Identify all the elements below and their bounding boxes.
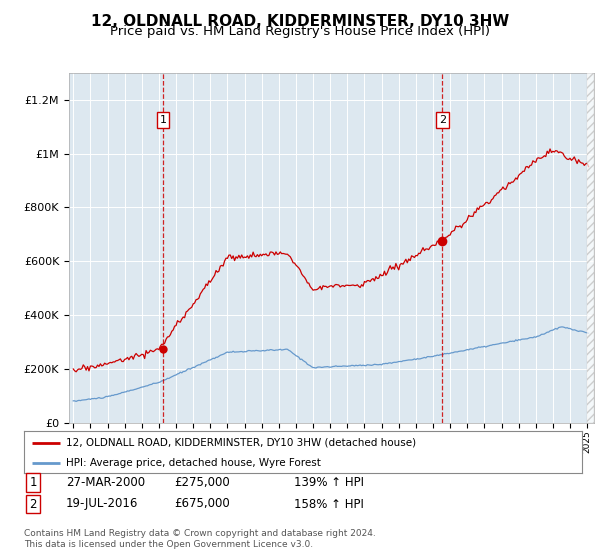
- Text: 27-MAR-2000: 27-MAR-2000: [66, 476, 145, 489]
- Text: Contains HM Land Registry data © Crown copyright and database right 2024.
This d: Contains HM Land Registry data © Crown c…: [24, 529, 376, 549]
- Text: 1: 1: [29, 476, 37, 489]
- Text: 158% ↑ HPI: 158% ↑ HPI: [294, 497, 364, 511]
- Text: HPI: Average price, detached house, Wyre Forest: HPI: Average price, detached house, Wyre…: [66, 458, 321, 468]
- Text: 2: 2: [29, 497, 37, 511]
- Text: 139% ↑ HPI: 139% ↑ HPI: [294, 476, 364, 489]
- Text: 1: 1: [160, 115, 167, 125]
- Text: 12, OLDNALL ROAD, KIDDERMINSTER, DY10 3HW (detached house): 12, OLDNALL ROAD, KIDDERMINSTER, DY10 3H…: [66, 438, 416, 448]
- Text: 19-JUL-2016: 19-JUL-2016: [66, 497, 139, 511]
- Text: £675,000: £675,000: [174, 497, 230, 511]
- Text: 2: 2: [439, 115, 446, 125]
- Text: 12, OLDNALL ROAD, KIDDERMINSTER, DY10 3HW: 12, OLDNALL ROAD, KIDDERMINSTER, DY10 3H…: [91, 14, 509, 29]
- Text: £275,000: £275,000: [174, 476, 230, 489]
- Text: Price paid vs. HM Land Registry's House Price Index (HPI): Price paid vs. HM Land Registry's House …: [110, 25, 490, 38]
